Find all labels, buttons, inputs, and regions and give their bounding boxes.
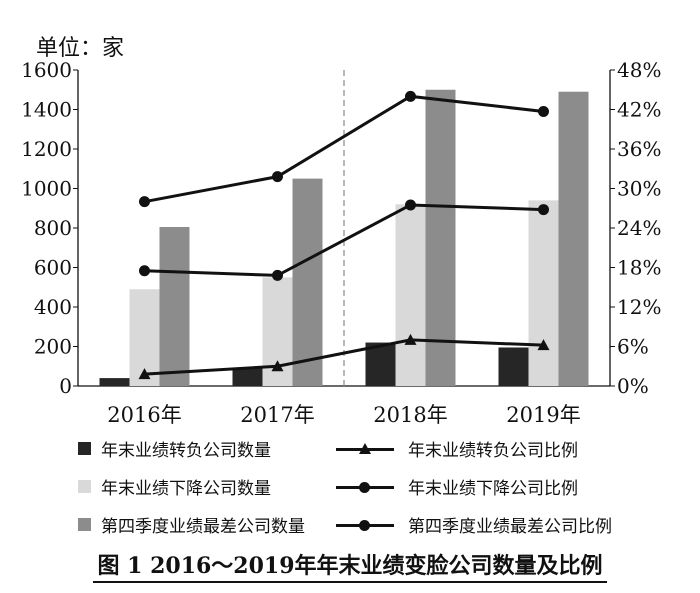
x-tick-label: 2018年 (373, 403, 447, 427)
legend-swatch (78, 480, 91, 493)
caption-text: 图 1 2016～2019年年末业绩变脸公司数量及比例 (93, 553, 607, 583)
y-tick-label-right: 24% (617, 216, 661, 240)
y-tick-label-right: 42% (617, 98, 661, 122)
line-point-dot (139, 265, 150, 277)
y-tick-label-right: 18% (617, 256, 661, 280)
y-tick-label-right: 12% (617, 295, 661, 319)
y-tick-label-right: 30% (617, 177, 661, 201)
legend-line-dot-icon (336, 518, 394, 532)
bar (232, 368, 263, 386)
legend-item-worst-ratio: 第四季度业绩最差公司比例 (336, 512, 612, 537)
y-tick-label-right: 6% (617, 335, 649, 359)
legend-line-dot-icon (336, 480, 394, 494)
y-tick-label-left: 1000 (21, 177, 72, 201)
bar (292, 178, 323, 386)
series-line (144, 338, 544, 376)
legend-label: 年末业绩转负公司比例 (408, 441, 578, 461)
line-point-dot (139, 196, 150, 208)
y-tick-label-right: 0% (617, 374, 649, 398)
line-point-dot (272, 269, 283, 281)
line-point-triangle (271, 360, 284, 372)
x-tick-label: 2016年 (107, 403, 181, 427)
legend-label: 年末业绩下降公司比例 (408, 479, 578, 499)
bar (425, 89, 456, 386)
legend-label: 第四季度业绩最差公司数量 (101, 517, 305, 537)
bar (498, 347, 529, 386)
legend-swatch (78, 442, 91, 455)
bar (365, 342, 396, 386)
unit-label: 单位：家 (36, 36, 125, 61)
bar (395, 204, 426, 386)
line-point-dot (405, 90, 416, 102)
legend: 年末业绩转负公司数量 年末业绩转负公司比例 年末业绩下降公司数量 年末业绩下降公… (78, 436, 638, 546)
series-line (144, 94, 544, 204)
y-tick-label-left: 600 (34, 256, 72, 280)
y-tick-label-right: 36% (617, 137, 661, 161)
figure-caption: 图 1 2016～2019年年末业绩变脸公司数量及比例 (0, 548, 700, 583)
legend-item-worst-count: 第四季度业绩最差公司数量 (78, 512, 305, 537)
y-tick-label-left: 1600 (21, 58, 72, 82)
legend-label: 年末业绩下降公司数量 (101, 479, 271, 499)
legend-line-triangle-icon (336, 442, 394, 456)
y-tick-label-left: 200 (34, 335, 72, 359)
legend-item-decline-ratio: 年末业绩下降公司比例 (336, 474, 578, 499)
series-line (144, 203, 544, 277)
y-tick-label-left: 1200 (21, 137, 72, 161)
bar (159, 227, 190, 386)
line-point-triangle (537, 339, 550, 351)
y-tick-label-left: 1400 (21, 98, 72, 122)
y-tick-label-right: 48% (617, 58, 661, 82)
line-point-triangle (404, 333, 417, 345)
bar (558, 91, 589, 386)
legend-item-decline-count: 年末业绩下降公司数量 (78, 474, 271, 499)
y-tick-label-left: 0 (59, 374, 72, 398)
y-tick-label-left: 400 (34, 295, 72, 319)
bar (528, 200, 559, 386)
y-tick-label-left: 800 (34, 216, 72, 240)
line-point-dot (272, 171, 283, 183)
line-point-dot (538, 204, 549, 216)
line-point-dot (538, 105, 549, 117)
legend-label: 年末业绩转负公司数量 (101, 441, 271, 461)
legend-swatch (78, 518, 91, 531)
legend-item-negative-count: 年末业绩转负公司数量 (78, 436, 271, 461)
x-tick-label: 2019年 (506, 403, 580, 427)
line-point-dot (405, 199, 416, 211)
legend-item-negative-ratio: 年末业绩转负公司比例 (336, 436, 578, 461)
x-tick-label: 2017年 (240, 403, 314, 427)
legend-label: 第四季度业绩最差公司比例 (408, 517, 612, 537)
line-point-triangle (138, 368, 151, 380)
chart-svg: 0 200 400 600 800 1000 1200 1400 1600 0% 6% 12% 18% 2… (21, 58, 661, 427)
bar (99, 378, 130, 386)
